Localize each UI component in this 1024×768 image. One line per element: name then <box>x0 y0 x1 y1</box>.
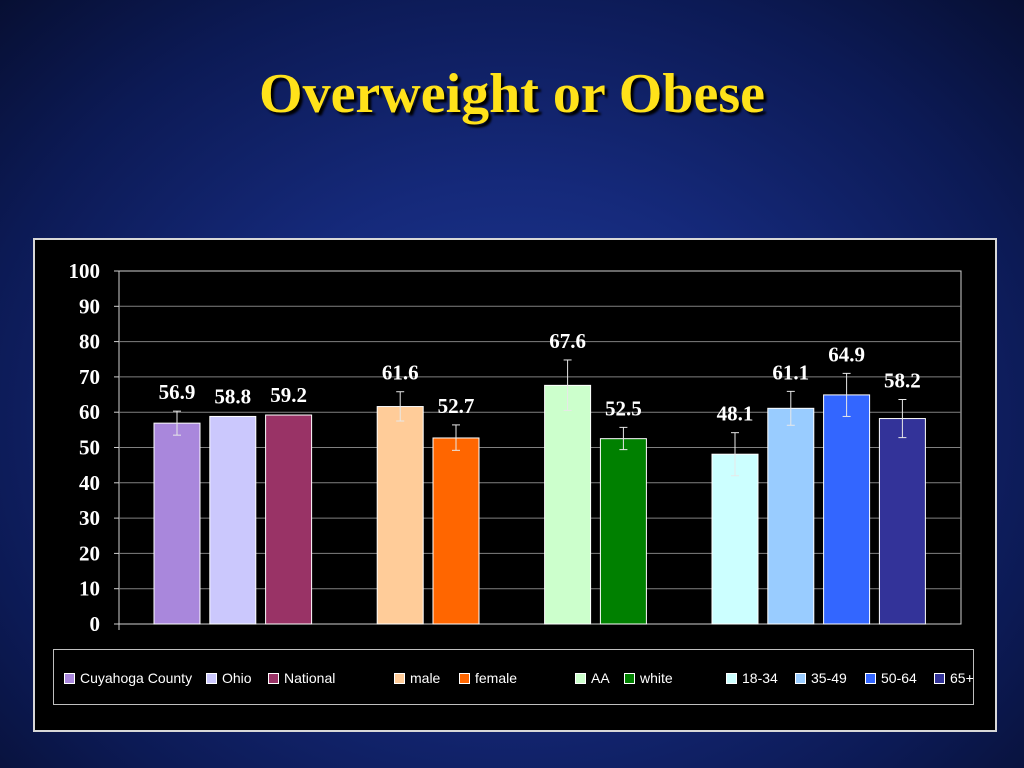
data-label: 56.9 <box>159 380 196 404</box>
legend-label: National <box>284 670 336 686</box>
bar-35-49 <box>767 407 815 625</box>
legend-item: Ohio <box>206 670 252 686</box>
data-label: 58.2 <box>884 368 921 392</box>
data-label: 67.6 <box>549 329 586 353</box>
bar-18-34 <box>711 453 759 625</box>
legend-label: 18-34 <box>742 670 778 686</box>
legend-item: male <box>394 670 440 686</box>
legend-swatch <box>624 672 635 684</box>
y-tick-label: 30 <box>79 506 100 530</box>
legend-swatch <box>795 672 806 684</box>
legend-swatch <box>64 672 75 684</box>
bar-aa <box>544 384 592 625</box>
legend-swatch <box>865 672 876 684</box>
legend-label: Ohio <box>222 670 252 686</box>
bar-50-64 <box>823 394 871 625</box>
legend-label: 65+ <box>950 670 974 686</box>
bar-female <box>432 437 480 625</box>
bar-ohio <box>209 415 257 625</box>
bar-65- <box>878 418 926 625</box>
y-tick-label: 90 <box>79 294 100 318</box>
y-tick-label: 50 <box>79 436 100 460</box>
legend-item: 18-34 <box>726 670 778 686</box>
y-tick-label: 10 <box>79 577 100 601</box>
legend-item: female <box>459 670 517 686</box>
data-label: 52.5 <box>605 396 642 420</box>
legend-swatch <box>459 672 470 684</box>
legend-item: 65+ <box>934 670 974 686</box>
slide-title: Overweight or Obese <box>259 63 765 125</box>
data-label: 58.8 <box>214 384 251 408</box>
data-label: 48.1 <box>717 402 754 426</box>
legend-swatch <box>575 672 586 684</box>
bar-cuyahoga-county <box>153 422 201 625</box>
bar-white <box>599 438 647 625</box>
legend-swatch <box>934 672 945 684</box>
legend-item: white <box>624 670 673 686</box>
legend-item: Cuyahoga County <box>64 670 192 686</box>
data-label: 61.1 <box>772 360 809 384</box>
legend-item: National <box>268 670 335 686</box>
data-label: 52.7 <box>438 394 475 418</box>
legend-label: female <box>475 670 518 686</box>
legend-label: 50-64 <box>881 670 917 686</box>
bar-national <box>265 414 313 625</box>
y-tick-label: 70 <box>79 365 100 389</box>
legend-swatch <box>394 672 405 684</box>
data-label: 64.9 <box>828 342 865 366</box>
legend-label: male <box>410 670 441 686</box>
legend-label: Cuyahoga County <box>80 670 193 686</box>
legend-swatch <box>268 672 279 684</box>
legend-item: AA <box>575 670 610 686</box>
y-tick-label: 40 <box>79 471 100 495</box>
bar-male <box>376 406 424 625</box>
legend-item: 50-64 <box>865 670 917 686</box>
data-label: 59.2 <box>270 383 307 407</box>
y-tick-label: 0 <box>90 612 101 636</box>
y-tick-label: 80 <box>79 330 100 354</box>
y-tick-label: 20 <box>79 541 100 565</box>
chart-legend: Cuyahoga County Ohio National male female AA w… <box>53 649 974 705</box>
y-tick-label: 60 <box>79 400 100 424</box>
legend-swatch <box>726 672 737 684</box>
y-tick-label: 100 <box>69 259 101 283</box>
legend-label: white <box>640 670 673 686</box>
legend-swatch <box>206 672 217 684</box>
legend-item: 35-49 <box>795 670 847 686</box>
data-label: 61.6 <box>382 361 419 385</box>
legend-label: AA <box>591 670 610 686</box>
bar-chart: 0 10 20 30 40 50 60 70 80 90 100 56.9 58.8 59.2 61.6 52… <box>69 259 962 636</box>
legend-label: 35-49 <box>811 670 847 686</box>
